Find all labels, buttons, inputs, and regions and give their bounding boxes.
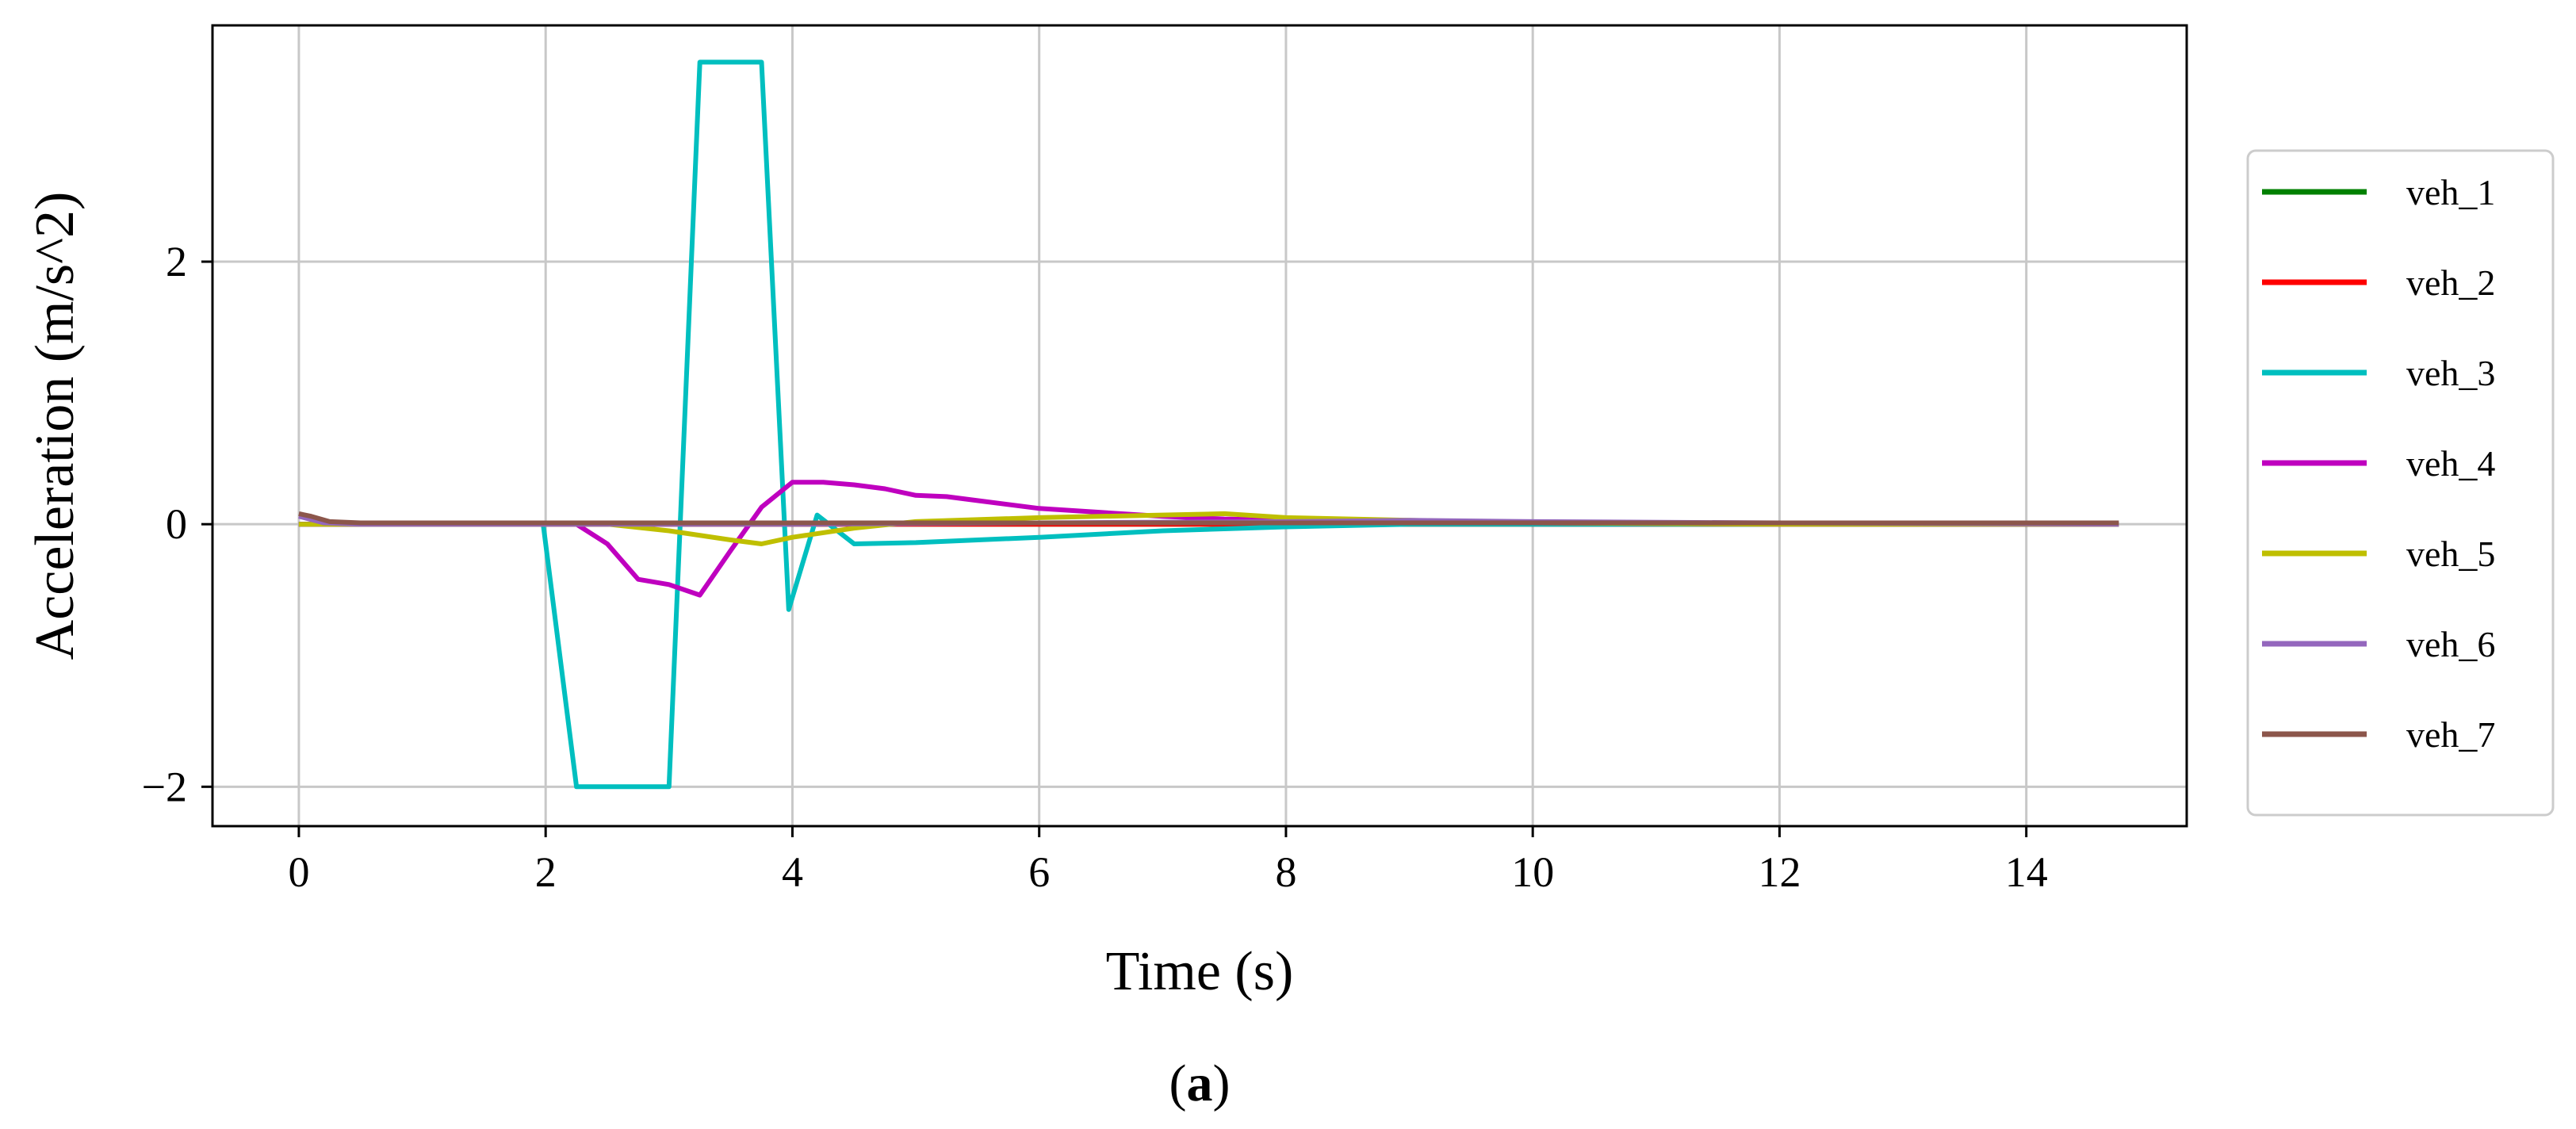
series-lines [298,59,2119,790]
series-line-veh-7 [298,511,2119,526]
legend-label: veh_4 [2406,443,2495,484]
legend: veh_1 veh_2 veh_3 veh_4 veh_5 veh_6 veh_7 [2246,149,2555,817]
figure-caption: (a) [1169,1054,1231,1112]
legend-label: veh_3 [2406,353,2495,393]
legend-label: veh_2 [2406,262,2495,303]
y-tick-label: −2 [142,763,187,810]
legend-label: veh_6 [2406,624,2495,664]
caption-prefix: ( [1169,1054,1187,1112]
x-tick-label: 8 [1275,848,1296,896]
y-tick-label: 2 [166,238,187,285]
x-axis-label: Time (s) [1106,941,1294,1002]
legend-label: veh_7 [2406,714,2495,755]
x-tick-label: 12 [1758,848,1801,896]
y-axis-label: Acceleration (m/s^2) [25,192,86,660]
axis-ticks: 0 2 4 6 8 10 12 14 −2 0 2 [142,238,2048,896]
caption-suffix: ) [1213,1054,1231,1112]
legend-label: veh_1 [2406,172,2495,212]
plot-frame [211,24,2188,828]
series-line-veh-4 [298,480,2119,598]
caption-letter: a [1187,1054,1213,1112]
grid-lines [212,25,2187,826]
y-tick-label: 0 [166,500,187,548]
x-tick-label: 4 [782,848,803,896]
series-line-veh-3 [298,59,2119,790]
x-tick-label: 0 [288,848,309,896]
x-tick-label: 10 [1511,848,1554,896]
legend-label: veh_5 [2406,534,2495,574]
x-tick-label: 2 [535,848,557,896]
x-tick-label: 6 [1028,848,1050,896]
legend-box [2246,149,2555,817]
x-tick-label: 14 [2005,848,2048,896]
